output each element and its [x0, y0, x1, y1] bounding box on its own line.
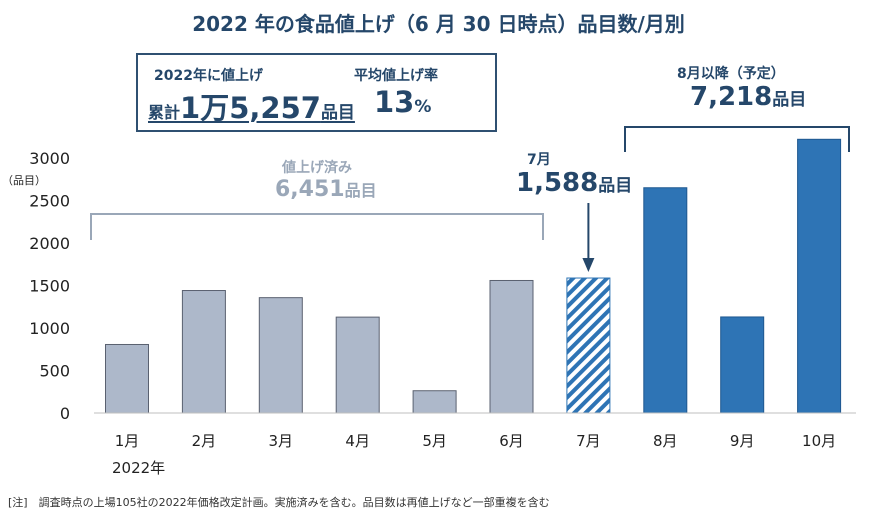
- planned-label: 8月以降（予定）: [677, 66, 785, 82]
- july-total: 1,588品目: [516, 168, 632, 198]
- bar-8月: [643, 187, 688, 414]
- planned-total: 7,218品目: [690, 82, 806, 112]
- y-tick-label: 3000: [29, 149, 70, 168]
- done-value: 6,451: [275, 177, 345, 202]
- x-tick-label: 8月: [653, 432, 678, 450]
- y-tick-label: 1500: [29, 277, 70, 296]
- y-tick-label: 1000: [29, 319, 70, 338]
- footnote: [注] 調査時点の上場105社の2022年価格改定計画。実施済みを含む。品目数は…: [8, 496, 550, 509]
- summary-total: 累計1万5,257品目: [148, 85, 355, 127]
- summary-rate-suffix: %: [414, 97, 432, 117]
- x-tick-label: 9月: [730, 432, 755, 450]
- bar-1月: [105, 343, 149, 414]
- x-tick-label: 1月: [115, 432, 140, 450]
- y-tick-label: 0: [60, 404, 70, 423]
- planned-suffix: 品目: [772, 90, 807, 110]
- x-tick-label: 4月: [345, 432, 370, 450]
- done-total: 6,451品目: [275, 177, 377, 202]
- bar-9月: [720, 316, 765, 414]
- done-suffix: 品目: [344, 181, 377, 200]
- year-label: 2022年: [112, 459, 166, 477]
- summary-year-label: 2022年に値上げ: [154, 68, 263, 84]
- bar-5月: [412, 390, 457, 414]
- x-tick-label: 6月: [499, 432, 524, 450]
- bar-3月: [258, 297, 303, 414]
- done-bracket: [90, 213, 544, 240]
- july-value: 1,588: [516, 168, 599, 198]
- bar-4月: [335, 316, 380, 414]
- july-label: 7月: [527, 152, 551, 168]
- x-tick-label: 5月: [422, 432, 447, 450]
- planned-value: 7,218: [690, 82, 773, 112]
- chart-title: 2022 年の食品値上げ（6 月 30 日時点）品目数/月別: [192, 12, 685, 36]
- y-tick-label: 500: [39, 362, 70, 381]
- done-label: 値上げ済み: [282, 160, 352, 176]
- summary-total-value: 1万5,257: [180, 91, 321, 125]
- y-tick-label: 2000: [29, 234, 70, 253]
- july-suffix: 品目: [598, 176, 633, 196]
- july-arrow-head: [582, 258, 595, 272]
- summary-rate-label: 平均値上げ率: [354, 68, 438, 84]
- y-tick-label: 2500: [29, 192, 70, 211]
- summary-total-prefix: 累計: [148, 103, 181, 122]
- x-tick-label: 10月: [802, 432, 836, 450]
- summary-rate-value: 13: [374, 85, 415, 119]
- planned-bracket: [624, 126, 850, 152]
- x-tick-label: 2月: [192, 432, 217, 450]
- summary-box: 2022年に値上げ 平均値上げ率 累計1万5,257品目 13%: [136, 53, 497, 132]
- x-tick-label: 3月: [269, 432, 294, 450]
- summary-total-suffix: 品目: [320, 103, 355, 123]
- bar-7月: [566, 277, 611, 414]
- bar-10月: [797, 138, 842, 414]
- bar-2月: [181, 290, 226, 414]
- bar-6月: [489, 279, 534, 414]
- summary-rate: 13%: [374, 85, 431, 119]
- y-axis-unit: （品目）: [2, 174, 46, 187]
- x-tick-label: 7月: [576, 432, 601, 450]
